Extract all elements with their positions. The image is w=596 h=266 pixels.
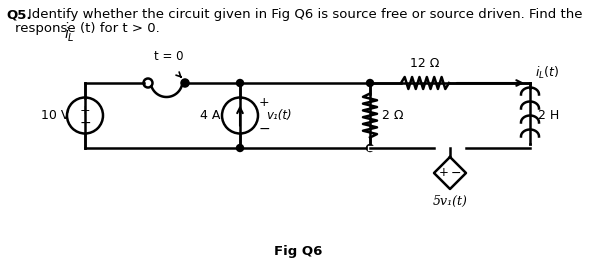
- Text: (t) for t > 0.: (t) for t > 0.: [80, 22, 160, 35]
- Text: +: +: [439, 167, 449, 180]
- Text: Identify whether the circuit given in Fig Q6 is source free or source driven. Fi: Identify whether the circuit given in Fi…: [28, 8, 582, 21]
- Text: $i_L(t)$: $i_L(t)$: [535, 65, 559, 81]
- Text: 5v₁(t): 5v₁(t): [433, 195, 467, 208]
- Circle shape: [182, 80, 188, 86]
- Text: v₁(t): v₁(t): [266, 109, 291, 122]
- Circle shape: [237, 80, 244, 86]
- Circle shape: [237, 144, 244, 152]
- Text: 12 Ω: 12 Ω: [410, 57, 440, 70]
- Text: 4 A: 4 A: [200, 109, 220, 122]
- Text: Q5.: Q5.: [6, 8, 32, 21]
- Text: Fig Q6: Fig Q6: [274, 245, 322, 258]
- Text: 2 H: 2 H: [538, 109, 559, 122]
- Text: 2 Ω: 2 Ω: [382, 109, 403, 122]
- Text: response: response: [15, 22, 80, 35]
- Text: −: −: [79, 115, 91, 130]
- Text: +: +: [259, 96, 269, 109]
- Circle shape: [367, 80, 374, 86]
- Text: −: −: [258, 122, 270, 135]
- Text: $\dot{i}_L$: $\dot{i}_L$: [64, 22, 75, 44]
- Text: −: −: [451, 167, 461, 180]
- Circle shape: [367, 144, 374, 152]
- Text: t = 0: t = 0: [154, 50, 183, 63]
- Text: +: +: [80, 104, 91, 117]
- Text: 10 V: 10 V: [41, 109, 69, 122]
